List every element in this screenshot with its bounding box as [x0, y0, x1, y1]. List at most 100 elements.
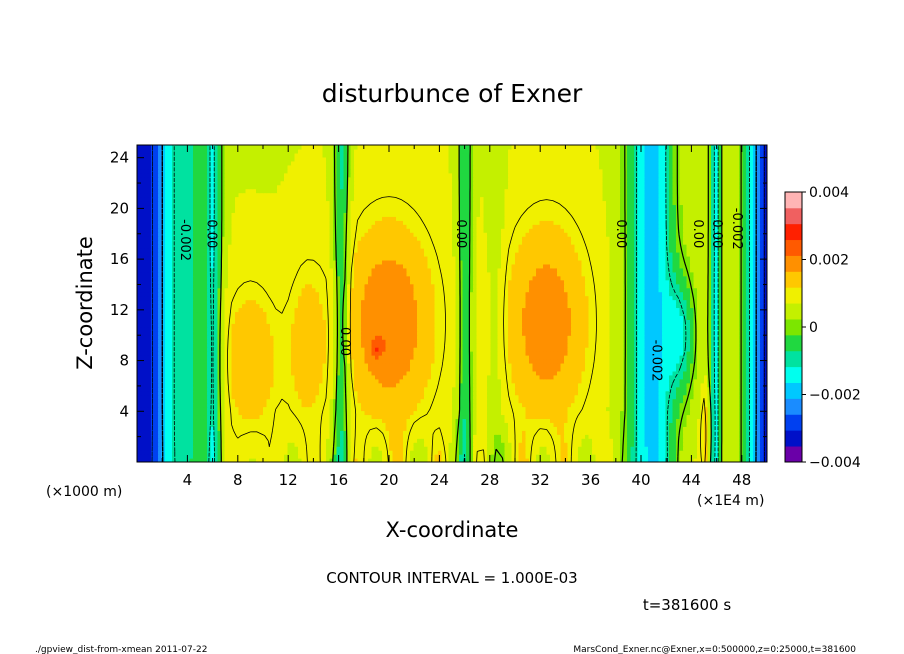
heatmap-cell: [385, 366, 390, 372]
heatmap-cell: [140, 406, 145, 412]
heatmap-cell: [445, 446, 450, 451]
heatmap-cell: [662, 370, 667, 376]
heatmap-cell: [196, 402, 201, 408]
heatmap-cell: [308, 351, 313, 356]
heatmap-cell: [742, 386, 747, 392]
heatmap-cell: [616, 378, 621, 384]
heatmap-cell: [256, 358, 261, 364]
heatmap-cell: [245, 414, 250, 420]
heatmap-cell: [315, 402, 320, 408]
heatmap-cell: [574, 406, 579, 412]
heatmap-cell: [431, 382, 436, 388]
heatmap-cell: [378, 370, 383, 376]
heatmap-cell: [371, 362, 376, 368]
heatmap-cell: [693, 446, 698, 451]
heatmap-cell: [683, 430, 688, 435]
heatmap-cell: [683, 458, 688, 462]
heatmap-cell: [529, 362, 534, 368]
heatmap-cell: [298, 422, 303, 427]
heatmap-cell: [469, 438, 474, 443]
heatmap-cell: [480, 355, 485, 360]
heatmap-cell: [252, 374, 257, 380]
heatmap-cell: [193, 390, 198, 396]
heatmap-cell: [697, 430, 702, 435]
heatmap-cell: [525, 351, 530, 356]
heatmap-cell: [210, 378, 215, 384]
heatmap-cell: [410, 414, 415, 420]
heatmap-cell: [522, 382, 527, 388]
heatmap-cell: [438, 358, 443, 364]
heatmap-cell: [585, 446, 590, 451]
heatmap-cell: [578, 426, 583, 431]
heatmap-cell: [602, 446, 607, 451]
heatmap-cell: [529, 366, 534, 372]
heatmap-cell: [469, 351, 474, 356]
heatmap-cell: [623, 434, 628, 439]
heatmap-cell: [406, 410, 411, 416]
heatmap-cell: [539, 458, 544, 462]
heatmap-cell: [753, 355, 758, 360]
heatmap-cell: [658, 382, 663, 388]
heatmap-cell: [672, 386, 677, 392]
heatmap-cell: [595, 355, 600, 360]
heatmap-cell: [266, 454, 271, 459]
heatmap-cell: [175, 430, 180, 435]
heatmap-cell: [518, 362, 523, 368]
heatmap-cell: [648, 426, 653, 431]
heatmap-cell: [200, 410, 205, 416]
heatmap-cell: [574, 458, 579, 462]
heatmap-cell: [252, 355, 257, 360]
heatmap-cell: [175, 450, 180, 455]
heatmap-cell: [154, 458, 159, 462]
heatmap-cell: [602, 414, 607, 420]
heatmap-cell: [494, 458, 499, 462]
heatmap-cell: [343, 366, 348, 372]
heatmap-cell: [438, 410, 443, 416]
heatmap-cell: [371, 406, 376, 412]
heatmap-cell: [280, 374, 285, 380]
heatmap-cell: [515, 355, 520, 360]
heatmap-cell: [690, 402, 695, 408]
heatmap-cell: [721, 406, 726, 412]
heatmap-cell: [721, 442, 726, 447]
heatmap-cell: [263, 355, 268, 360]
heatmap-cell: [424, 358, 429, 364]
heatmap-cell: [553, 358, 558, 364]
heatmap-cell: [210, 355, 215, 360]
heatmap-cell: [312, 355, 317, 360]
heatmap-cell: [214, 358, 219, 364]
heatmap-cell: [221, 366, 226, 372]
heatmap-cell: [641, 370, 646, 376]
heatmap-cell: [249, 370, 254, 376]
heatmap-cell: [532, 438, 537, 443]
heatmap-cell: [382, 422, 387, 427]
heatmap-cell: [186, 450, 191, 455]
heatmap-cell: [256, 402, 261, 408]
heatmap-cell: [564, 422, 569, 427]
heatmap-cell: [270, 450, 275, 455]
heatmap-cell: [221, 374, 226, 380]
heatmap-cell: [301, 351, 306, 356]
heatmap-cell: [483, 374, 488, 380]
heatmap-cell: [455, 366, 460, 372]
heatmap-cell: [536, 358, 541, 364]
heatmap-cell: [630, 438, 635, 443]
heatmap-cell: [168, 355, 173, 360]
heatmap-cell: [588, 430, 593, 435]
heatmap-cell: [322, 406, 327, 412]
heatmap-cell: [158, 402, 163, 408]
heatmap-cell: [417, 386, 422, 392]
heatmap-cell: [497, 422, 502, 427]
heatmap-cell: [333, 406, 338, 412]
heatmap-cell: [693, 406, 698, 412]
heatmap-cell: [179, 410, 184, 416]
heatmap-cell: [361, 370, 366, 376]
heatmap-cell: [672, 446, 677, 451]
heatmap-cell: [256, 366, 261, 372]
heatmap-cell: [515, 386, 520, 392]
heatmap-cell: [704, 406, 709, 412]
heatmap-cell: [448, 386, 453, 392]
heatmap-cell: [721, 358, 726, 364]
heatmap-cell: [256, 386, 261, 392]
heatmap-cell: [494, 418, 499, 423]
